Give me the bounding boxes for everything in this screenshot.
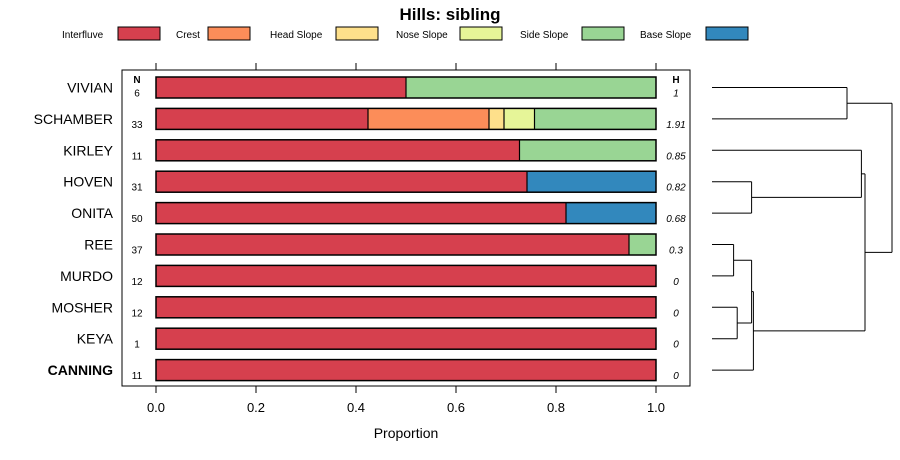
h-column-header: H: [672, 75, 679, 86]
bar-segment: [156, 202, 566, 224]
bar-segment: [519, 139, 656, 161]
x-tick-label: 0.2: [247, 400, 265, 415]
n-value: 11: [132, 151, 143, 162]
x-tick-label: 0.4: [347, 400, 365, 415]
bars-group: [155, 76, 657, 382]
bar-segment: [489, 108, 504, 130]
bar-segment: [566, 202, 656, 224]
bar-segment: [406, 77, 656, 98]
legend-swatch: [207, 26, 251, 41]
n-column-header: N: [133, 75, 140, 86]
h-value: 1: [673, 89, 679, 100]
x-tick-label: 1.0: [647, 400, 665, 415]
h-value: 0: [673, 371, 679, 382]
row-label: MOSHER: [52, 299, 113, 315]
bar-outline: [155, 170, 657, 193]
legend-label: Nose Slope: [396, 30, 448, 41]
x-tick-label: 0.6: [447, 400, 465, 415]
row-label: REE: [84, 237, 113, 253]
plot-frame: [121, 69, 691, 387]
n-value: 33: [131, 120, 143, 131]
h-values-group: 1 1.91 0.85 0.82 0.68 0.3 0 0 0 0: [666, 89, 686, 383]
n-value: 31: [131, 183, 143, 194]
x-axis: 0.0 0.2 0.4 0.6 0.8 1.0: [147, 63, 665, 415]
bar-segment: [156, 265, 656, 287]
h-value: 0: [673, 340, 679, 351]
row-label: MURDO: [60, 268, 113, 284]
h-value: 0.3: [669, 246, 683, 257]
bar-outline: [155, 327, 657, 350]
bar-outline: [155, 201, 657, 225]
bar-segment: [156, 234, 629, 255]
bar-segment: [504, 108, 535, 130]
n-value: 37: [131, 246, 143, 257]
x-axis-title: Proportion: [374, 425, 439, 441]
bar-outline: [155, 264, 657, 288]
row-labels-group: VIVIAN SCHAMBER KIRLEY HOVEN ONITA REE MURDO MO…: [34, 80, 114, 379]
legend-label: Interfluve: [62, 30, 104, 41]
bar-segment: [156, 296, 656, 318]
legend-label: Side Slope: [520, 30, 569, 41]
h-value: 0: [673, 277, 679, 288]
legend-label: Crest: [176, 30, 200, 41]
bar-segment: [368, 108, 489, 130]
bar-outline: [155, 107, 657, 131]
row-label: CANNING: [48, 362, 113, 378]
n-value: 12: [131, 308, 143, 319]
bar-outline: [155, 76, 657, 99]
n-value: 11: [132, 371, 143, 382]
n-value: 50: [131, 214, 143, 225]
legend: Interfluve Crest Head Slope Nose Slope Side …: [62, 26, 749, 41]
legend-swatch: [117, 26, 161, 41]
row-label: ONITA: [71, 205, 113, 221]
legend-swatch: [335, 26, 379, 41]
n-value: 1: [134, 340, 140, 351]
bar-outline: [155, 233, 657, 256]
dendrogram: [712, 87, 893, 371]
x-tick-label: 0.8: [547, 400, 565, 415]
row-label: KIRLEY: [63, 142, 113, 158]
bar-segment: [156, 108, 368, 130]
legend-swatch: [459, 26, 503, 41]
legend-label: Base Slope: [640, 30, 692, 41]
h-value: 0.82: [666, 183, 686, 194]
n-value: 6: [134, 89, 140, 100]
row-label: KEYA: [77, 331, 114, 347]
n-value: 12: [131, 277, 143, 288]
bar-segment: [629, 234, 656, 255]
bar-segment: [156, 171, 527, 193]
row-label: VIVIAN: [67, 80, 113, 96]
bar-segment: [156, 139, 520, 161]
h-value: 0: [673, 308, 679, 319]
bar-segment: [156, 77, 406, 98]
h-value: 1.91: [666, 120, 685, 131]
bar-segment: [527, 171, 656, 193]
bar-segment: [534, 108, 656, 130]
h-value: 0.68: [666, 214, 686, 225]
row-label: HOVEN: [63, 174, 113, 190]
legend-swatch: [581, 26, 625, 41]
legend-swatch: [705, 26, 749, 41]
bar-outline: [155, 358, 657, 382]
bar-outline: [155, 139, 657, 162]
chart-title: Hills: sibling: [399, 5, 500, 24]
bar-segment: [156, 359, 656, 381]
bar-segment: [156, 328, 656, 350]
bar-outline: [155, 296, 657, 319]
x-tick-label: 0.0: [147, 400, 165, 415]
row-label: SCHAMBER: [34, 111, 113, 127]
h-value: 0.85: [666, 151, 686, 162]
legend-label: Head Slope: [270, 30, 323, 41]
